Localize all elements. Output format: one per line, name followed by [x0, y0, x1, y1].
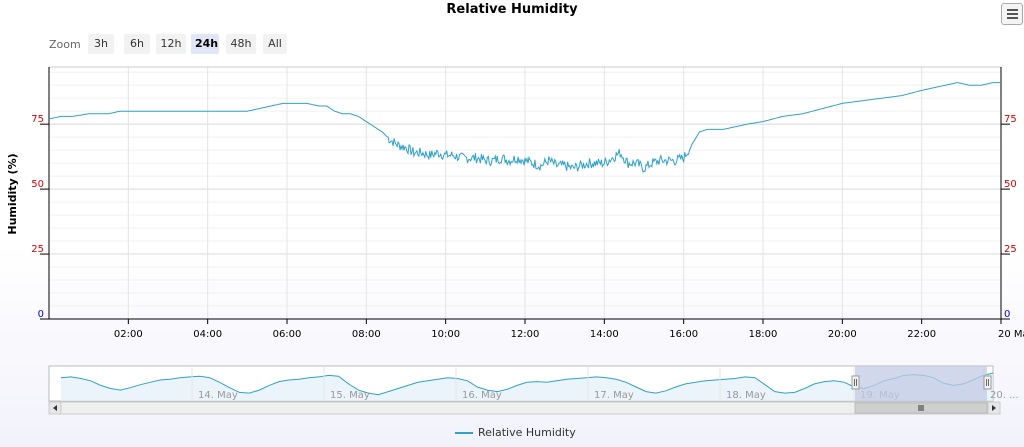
zoom-button-3h[interactable]: 3h [88, 34, 114, 54]
navigator-date-label: 14. May [198, 390, 238, 401]
navigator-frame [48, 365, 994, 402]
navigator-handle[interactable] [983, 375, 992, 390]
navigator: 14. May 15. May 16. May 17. May 18. May 19. M… [48, 365, 1019, 415]
navigator-date-label: 20. ... [990, 390, 1019, 401]
chart-title: Relative Humidity [446, 2, 578, 17]
zoom-button-12h[interactable]: 12h [156, 34, 186, 54]
y-tick-label-right: 25 [1004, 244, 1017, 255]
zoom-button-24h[interactable]: 24h [191, 34, 219, 54]
scrollbar-thumb[interactable] [854, 402, 988, 414]
y-tick-label-left: 25 [31, 244, 44, 255]
zoom-label: Zoom [49, 38, 81, 51]
x-tick-label: 08:00 [352, 329, 381, 340]
scrollbar-right-button[interactable] [987, 401, 1001, 415]
zoom-button-48h[interactable]: 48h [226, 34, 256, 54]
legend-swatch [455, 432, 473, 434]
y-tick-label-right: 0 [1004, 309, 1010, 320]
navigator-date-label: 15. May [330, 390, 370, 401]
x-tick-label: 16:00 [669, 329, 698, 340]
navigator-date-label: 18. May [726, 390, 766, 401]
x-tick-label: 18:00 [749, 329, 778, 340]
x-tick-label: 02:00 [114, 329, 143, 340]
x-tick-label: 04:00 [193, 329, 222, 340]
plot-grid [48, 66, 1002, 320]
y-tick-label-right: 75 [1004, 114, 1017, 125]
navigator-area [61, 373, 993, 401]
zoom-button-all[interactable]: All [263, 34, 287, 54]
y-tick-label-right: 50 [1004, 179, 1017, 190]
y-tick-label-left: 0 [38, 309, 44, 320]
scrollbar-left-button[interactable] [48, 401, 62, 415]
x-tick-label: 12:00 [511, 329, 540, 340]
navigator-selection [855, 366, 987, 401]
navigator-handle[interactable] [851, 375, 860, 390]
zoom-button-6h[interactable]: 6h [124, 34, 150, 54]
x-tick-label: 10:00 [431, 329, 460, 340]
y-tick-label-left: 75 [31, 114, 44, 125]
scrollbar-track [48, 401, 1001, 415]
legend-label: Relative Humidity [478, 426, 576, 439]
x-tick-label: 20 May [998, 329, 1024, 340]
navigator-date-label: 19. May [860, 390, 900, 401]
x-tick-label: 14:00 [590, 329, 619, 340]
y-axis-title: Humidity (%) [6, 153, 19, 234]
x-tick-label: 22:00 [907, 329, 936, 340]
plot-border [48, 66, 1002, 320]
navigator-series-line [60, 372, 994, 396]
x-tick-label: 06:00 [273, 329, 302, 340]
scroll-right-arrow-icon [992, 405, 996, 411]
hamburger-menu-icon[interactable] [1001, 3, 1023, 25]
scroll-left-arrow-icon [53, 405, 57, 411]
navigator-date-label: 16. May [462, 390, 502, 401]
y-axis-left: 0 25 50 75 [31, 114, 49, 320]
y-axis-right: 0 25 50 75 [1001, 114, 1017, 320]
humidity-series-line [48, 82, 1001, 173]
y-tick-label-left: 50 [31, 179, 44, 190]
x-tick-label: 20:00 [828, 329, 857, 340]
x-axis: 02:00 04:00 06:00 08:00 10:00 12:00 14:00 16:00… [114, 319, 1024, 340]
navigator-date-label: 17. May [594, 390, 634, 401]
